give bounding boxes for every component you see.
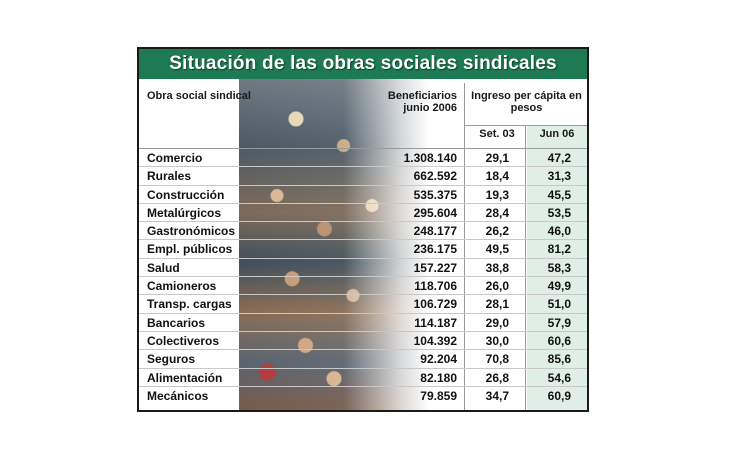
cell-beneficiarios: 662.592 [413,169,457,184]
table-row: Salud 157.227 38,8 58,3 [139,259,587,278]
cell-set03: 38,8 [485,260,509,275]
cell-jun06: 60,9 [547,388,571,403]
table-row: Seguros 92.204 70,8 85,6 [139,350,587,369]
cell-beneficiarios: 295.604 [413,205,457,220]
column-divider [464,83,465,410]
cell-set03: 29,1 [485,151,509,165]
cell-obra-social: Seguros [147,352,196,367]
cell-set03: 19,3 [485,187,509,202]
cell-obra-social: Transp. cargas [147,297,232,312]
table-row: Empl. públicos 236.175 49,5 81,2 [139,240,587,259]
table-row: Camioneros 118.706 26,0 49,9 [139,277,587,296]
header-obra-social: Obra social sindical [147,90,251,102]
cell-jun06: 51,0 [547,297,571,312]
cell-jun06: 46,0 [547,224,571,239]
cell-obra-social: Construcción [147,187,225,202]
cell-set03: 26,2 [485,224,509,239]
cell-set03: 34,7 [485,388,509,403]
cell-jun06: 81,2 [547,242,571,257]
crowd-photo-background [239,79,429,410]
table-row: Gastronómicos 248.177 26,2 46,0 [139,222,587,241]
cell-obra-social: Comercio [147,151,203,165]
cell-beneficiarios: 1.308.140 [403,151,457,165]
cell-obra-social: Mecánicos [147,388,209,403]
cell-jun06: 49,9 [547,279,571,294]
header-jun06: Jun 06 [539,128,575,140]
header-divider [139,148,587,149]
cell-set03: 30,0 [485,333,509,348]
table-row: Transp. cargas 106.729 28,1 51,0 [139,295,587,314]
cell-obra-social: Gastronómicos [147,224,236,239]
cell-beneficiarios: 236.175 [413,242,457,257]
cell-jun06: 31,3 [547,169,571,184]
cell-set03: 28,4 [485,205,509,220]
table-row: Construcción 535.375 19,3 45,5 [139,186,587,204]
cell-jun06: 60,6 [547,333,571,348]
table-row: Rurales 662.592 18,4 31,3 [139,167,587,186]
cell-beneficiarios: 79.859 [420,388,457,403]
header-beneficiarios: Beneficiarios junio 2006 [387,90,457,114]
cell-jun06: 58,3 [547,260,571,275]
cell-beneficiarios: 157.227 [413,260,457,275]
cell-obra-social: Metalúrgicos [147,205,222,220]
subheader-divider [465,125,587,126]
cell-jun06: 54,6 [547,370,571,385]
cell-beneficiarios: 118.706 [414,279,457,294]
cell-set03: 18,4 [485,169,509,184]
cell-set03: 49,5 [485,242,509,257]
cell-obra-social: Empl. públicos [147,242,233,257]
table-body: Comercio 1.308.140 29,1 47,2 Rurales 662.592 1… [139,149,587,405]
cell-jun06: 85,6 [547,352,571,367]
cell-jun06: 47,2 [547,151,571,165]
table-row: Metalúrgicos 295.604 28,4 53,5 [139,204,587,223]
cell-obra-social: Rurales [147,169,192,184]
header-ingreso-per-capita: Ingreso per cápita en pesos [471,90,582,114]
column-divider [525,125,526,410]
cell-beneficiarios: 82.180 [420,370,457,385]
header-set03: Set. 03 [479,128,515,140]
cell-set03: 26,8 [485,370,509,385]
table-row: Comercio 1.308.140 29,1 47,2 [139,149,587,168]
cell-obra-social: Bancarios [147,315,206,330]
table-title: Situación de las obras sociales sindical… [139,49,587,79]
cell-set03: 28,1 [485,297,509,312]
table-row: Bancarios 114.187 29,0 57,9 [139,314,587,332]
cell-jun06: 45,5 [547,187,571,202]
cell-beneficiarios: 104.392 [413,333,457,348]
cell-jun06: 57,9 [547,315,571,330]
jun06-column-highlight [527,125,587,410]
cell-beneficiarios: 92.204 [420,352,457,367]
cell-obra-social: Colectiveros [147,333,220,348]
cell-obra-social: Camioneros [147,279,217,294]
cell-beneficiarios: 248.177 [413,224,457,239]
cell-beneficiarios: 114.187 [414,315,457,330]
cell-set03: 29,0 [485,315,509,330]
table-card: Situación de las obras sociales sindical… [137,47,589,412]
cell-beneficiarios: 535.375 [413,187,457,202]
table-row: Alimentación 82.180 26,8 54,6 [139,369,587,387]
cell-obra-social: Alimentación [147,370,223,385]
table-row: Mecánicos 79.859 34,7 60,9 [139,387,587,405]
cell-beneficiarios: 106.729 [413,297,457,312]
cell-set03: 26,0 [485,279,509,294]
cell-set03: 70,8 [485,352,509,367]
table-row: Colectiveros 104.392 30,0 60,6 [139,332,587,351]
cell-jun06: 53,5 [547,205,571,220]
cell-obra-social: Salud [147,260,180,275]
